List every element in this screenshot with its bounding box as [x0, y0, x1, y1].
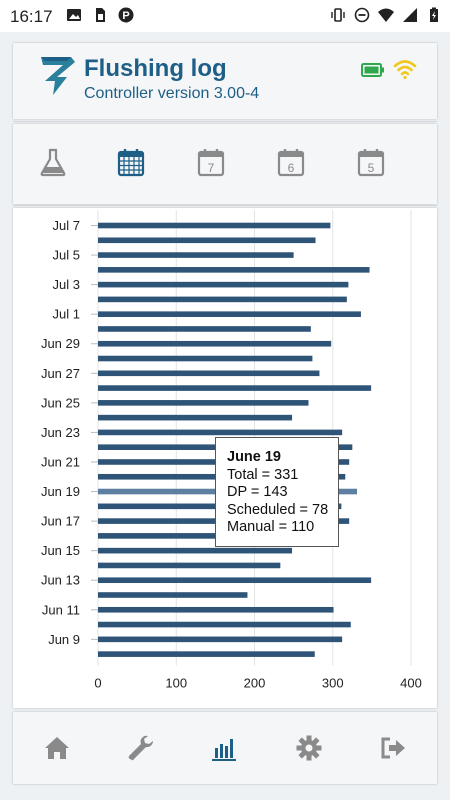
bar-jun-9[interactable]	[98, 636, 343, 643]
bar-chart-icon[interactable]	[210, 734, 238, 762]
y-tick-label: Jul 3	[53, 277, 80, 292]
vibrate-icon	[331, 8, 345, 22]
bar-jun-12[interactable]	[98, 592, 248, 598]
tab-label: 7	[208, 161, 215, 175]
bar-jun-16[interactable]	[98, 533, 318, 539]
gear-icon[interactable]	[295, 734, 323, 762]
flask-icon[interactable]	[37, 146, 69, 178]
x-tick-label: 0	[94, 676, 101, 691]
y-tick-label: Jul 7	[53, 218, 80, 233]
y-tick-label: Jun 19	[41, 484, 80, 499]
wifi-icon	[378, 8, 394, 22]
bar-jul-3[interactable]	[98, 281, 349, 288]
do-not-disturb-icon	[354, 7, 370, 23]
chart-tooltip: June 19 Total = 331 DP = 143 Scheduled =…	[215, 437, 339, 547]
x-tick-label: 200	[244, 676, 266, 691]
bar-jun-10[interactable]	[98, 621, 351, 628]
period-tabs: 7 6 5	[13, 124, 437, 204]
svg-text:P: P	[122, 10, 129, 22]
wrench-icon[interactable]	[126, 734, 154, 762]
bar-jun-15[interactable]	[98, 547, 293, 554]
app-title: Flushing log	[84, 55, 227, 82]
bar-jul-4[interactable]	[98, 267, 370, 273]
bar-jun-23[interactable]	[98, 429, 343, 436]
bar-jun-28[interactable]	[98, 355, 313, 362]
x-tick-label: 300	[322, 676, 344, 691]
x-tick-label: 400	[400, 676, 422, 691]
bar-jun-26[interactable]	[98, 385, 372, 391]
status-right-icons	[330, 7, 442, 23]
y-tick-label: Jul 5	[53, 248, 80, 263]
calendar-5-days-icon[interactable]: 5	[355, 146, 387, 178]
y-tick-label: Jun 9	[48, 632, 80, 647]
tooltip-line: Manual = 110	[227, 519, 315, 536]
y-tick-label: Jul 1	[53, 307, 80, 322]
bar-jul-1[interactable]	[98, 311, 361, 317]
bar-jun-11[interactable]	[98, 606, 334, 613]
battery-icon	[361, 63, 384, 77]
y-tick-label: Jun 23	[41, 425, 80, 440]
controller-version: Controller version 3.00-4	[84, 85, 260, 102]
app-logo	[41, 57, 75, 95]
y-tick-label: Jun 29	[41, 336, 80, 351]
signal-icon	[403, 8, 417, 22]
bar-jun-24[interactable]	[98, 414, 293, 421]
battery-charging-icon	[430, 7, 438, 22]
y-tick-label: Jun 11	[42, 602, 80, 617]
bar-jun-29[interactable]	[98, 340, 332, 347]
divider	[13, 121, 437, 122]
bar-jun-8[interactable]	[98, 651, 315, 657]
tooltip-line: Total = 331	[227, 466, 299, 483]
status-time: 16:17	[10, 7, 53, 26]
y-tick-label: Jun 21	[41, 454, 80, 469]
tab-label: 6	[288, 161, 295, 175]
tooltip-title: June 19	[227, 449, 281, 465]
tab-label: 5	[368, 161, 375, 175]
parking-icon: P	[118, 7, 134, 23]
tooltip-line: Scheduled = 78	[227, 501, 329, 518]
home-icon[interactable]	[43, 734, 71, 762]
tooltip-line: DP = 143	[227, 484, 288, 501]
image-icon	[67, 9, 81, 21]
bottom-nav	[13, 712, 437, 784]
divider	[13, 205, 437, 206]
calendar-6-days-icon[interactable]: 6	[275, 146, 307, 178]
y-tick-label: Jun 13	[41, 573, 80, 588]
bar-jun-14[interactable]	[98, 562, 281, 569]
bar-jun-27[interactable]	[98, 370, 320, 377]
status-left-icons: P	[66, 7, 134, 23]
wifi-status-icon	[393, 60, 417, 80]
y-tick-label: Jun 15	[41, 543, 80, 558]
bar-jul-5[interactable]	[98, 252, 294, 258]
x-tick-label: 100	[165, 676, 187, 691]
bar-jun-30[interactable]	[98, 326, 311, 332]
bar-jun-13[interactable]	[98, 577, 372, 584]
calendar-7-days-icon[interactable]: 7	[195, 146, 227, 178]
y-tick-label: Jun 17	[41, 514, 80, 529]
header-card: Flushing log Controller version 3.00-4	[13, 43, 437, 119]
bar-jun-25[interactable]	[98, 400, 309, 406]
bar-jul-2[interactable]	[98, 296, 347, 303]
sim-card-icon	[96, 8, 105, 22]
status-bar: 16:17 P	[0, 0, 450, 32]
sign-out-icon[interactable]	[379, 734, 407, 762]
y-tick-label: Jun 27	[41, 366, 80, 381]
bar-jul-7[interactable]	[98, 222, 331, 229]
calendar-grid-icon[interactable]	[115, 146, 147, 178]
bar-jul-6[interactable]	[98, 237, 316, 244]
y-tick-label: Jun 25	[41, 395, 80, 410]
